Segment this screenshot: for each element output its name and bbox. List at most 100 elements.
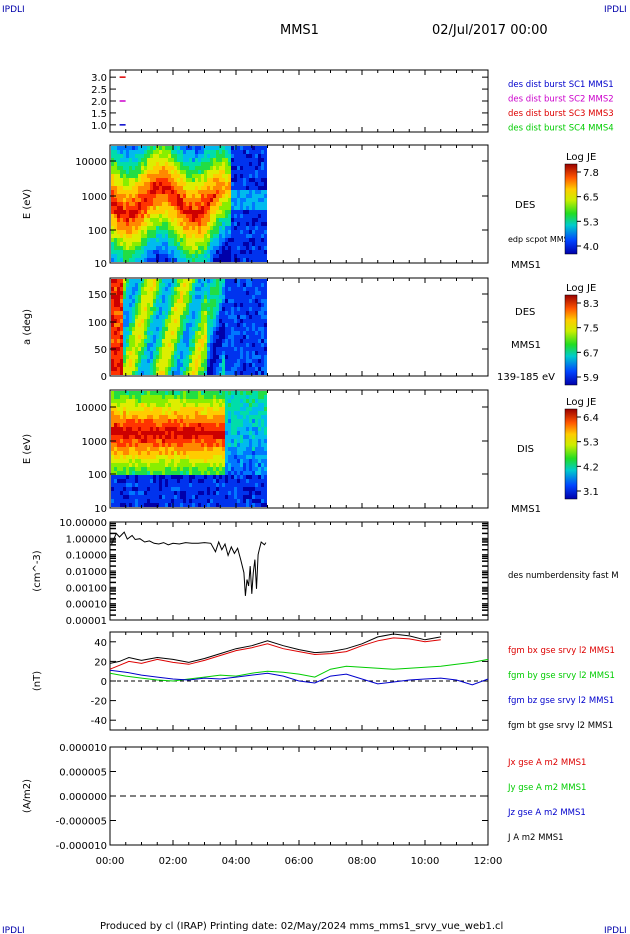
des-pitch-cell [216, 331, 219, 335]
des-pitch-cell [234, 287, 237, 291]
dis-energy-cell [225, 427, 228, 431]
dis-energy-cell [168, 491, 171, 495]
dis-energy-cell [120, 455, 123, 459]
des-energy-cell [117, 162, 120, 166]
des-pitch-cell [147, 279, 150, 283]
des-pitch-cell [264, 323, 267, 327]
des-pitch-cell [216, 347, 219, 351]
dis-energy-cell [168, 463, 171, 467]
dis-energy-cell [174, 411, 177, 415]
des-pitch-cell [204, 287, 207, 291]
des-pitch-cell [180, 287, 183, 291]
des-pitch-cell [168, 351, 171, 355]
dis-energy-cell [162, 499, 165, 503]
des-pitch-cell [171, 299, 174, 303]
dis-energy-cell [216, 435, 219, 439]
dis-energy-cell [162, 403, 165, 407]
dis-energy-cell [264, 495, 267, 499]
des-pitch-cell [234, 355, 237, 359]
des-energy-cell [183, 258, 186, 262]
dis-energy-cell [225, 483, 228, 487]
dis-energy-cell [210, 459, 213, 463]
dis-energy-cell [156, 423, 159, 427]
dis-energy-cell [168, 427, 171, 431]
dis-energy-cell [237, 495, 240, 499]
dis-energy-cell [264, 439, 267, 443]
des-pitch-cell [180, 295, 183, 299]
des-energy-cell [141, 198, 144, 202]
des-energy-cell [138, 162, 141, 166]
des-energy-ylabel: E (eV) [22, 189, 33, 219]
des-pitch-cell [219, 303, 222, 307]
des-pitch-cell [261, 343, 264, 347]
des-pitch-cell [219, 287, 222, 291]
des-energy-cell [234, 254, 237, 258]
des-pitch-cell [114, 315, 117, 319]
dis-energy-cell [201, 471, 204, 475]
des-pitch-cell [120, 319, 123, 323]
des-pitch-cell [225, 303, 228, 307]
des-pitch-cell [192, 331, 195, 335]
burst-legend-entry: des dist burst SC1 MMS1 [508, 80, 614, 90]
des-pitch-cell [228, 307, 231, 311]
des-energy-cell [177, 250, 180, 254]
des-energy-cell [249, 170, 252, 174]
des-pitch-cell [195, 367, 198, 371]
des-pitch-cell [171, 315, 174, 319]
des-energy-cell [114, 154, 117, 158]
des-energy-cell [252, 206, 255, 210]
des-energy-cell [240, 242, 243, 246]
des-pitch-cell [147, 311, 150, 315]
dis-energy-cell [162, 503, 165, 507]
des-pitch-cell [237, 287, 240, 291]
dis-energy-cell [204, 391, 207, 395]
des-energy-cell [111, 182, 114, 186]
des-pitch-cell [207, 371, 210, 375]
dis-energy-cell [213, 487, 216, 491]
des-energy-cell [135, 246, 138, 250]
des-energy-cell [186, 162, 189, 166]
des-pitch-cell [123, 355, 126, 359]
dis-energy-cell [219, 459, 222, 463]
des-energy-cell [222, 202, 225, 206]
dis-energy-cell [156, 427, 159, 431]
des-pitch-cell [177, 303, 180, 307]
des-energy-cell [204, 246, 207, 250]
des-pitch-cell [171, 351, 174, 355]
des-pitch-cell [231, 367, 234, 371]
dis-energy-cell [141, 391, 144, 395]
des-pitch-cell [171, 319, 174, 323]
des-pitch-cell [207, 307, 210, 311]
des-energy-cell [231, 242, 234, 246]
dis-energy-cell [207, 399, 210, 403]
des-pitch-cell [168, 363, 171, 367]
dis-energy-cell [204, 459, 207, 463]
des-pitch-cell [228, 343, 231, 347]
dis-energy-cell [162, 419, 165, 423]
des-pitch-cell [171, 347, 174, 351]
des-energy-cell [120, 218, 123, 222]
des-energy-cell [165, 246, 168, 250]
dis-energy-cell [123, 495, 126, 499]
magnetic-ylabel: (nT) [32, 671, 43, 691]
des-pitch-cell [156, 283, 159, 287]
des-pitch-cell [249, 331, 252, 335]
des-pitch-cell [132, 295, 135, 299]
des-pitch-cell [225, 335, 228, 339]
des-energy-cell [132, 150, 135, 154]
des-pitch-cell [174, 307, 177, 311]
dis-energy-cell [222, 399, 225, 403]
des-energy-cell [168, 226, 171, 230]
des-pitch-cell [159, 371, 162, 375]
dis-energy-cell [186, 439, 189, 443]
dis-energy-cell [183, 415, 186, 419]
des-pitch-cell [129, 307, 132, 311]
des-energy-cell [126, 214, 129, 218]
des-pitch-cell [207, 355, 210, 359]
des-pitch-cell [153, 291, 156, 295]
des-energy-cell [183, 226, 186, 230]
des-pitch-cell [228, 351, 231, 355]
dis-energy-cell [222, 395, 225, 399]
dis-energy-cell [234, 491, 237, 495]
des-energy-cell [195, 162, 198, 166]
